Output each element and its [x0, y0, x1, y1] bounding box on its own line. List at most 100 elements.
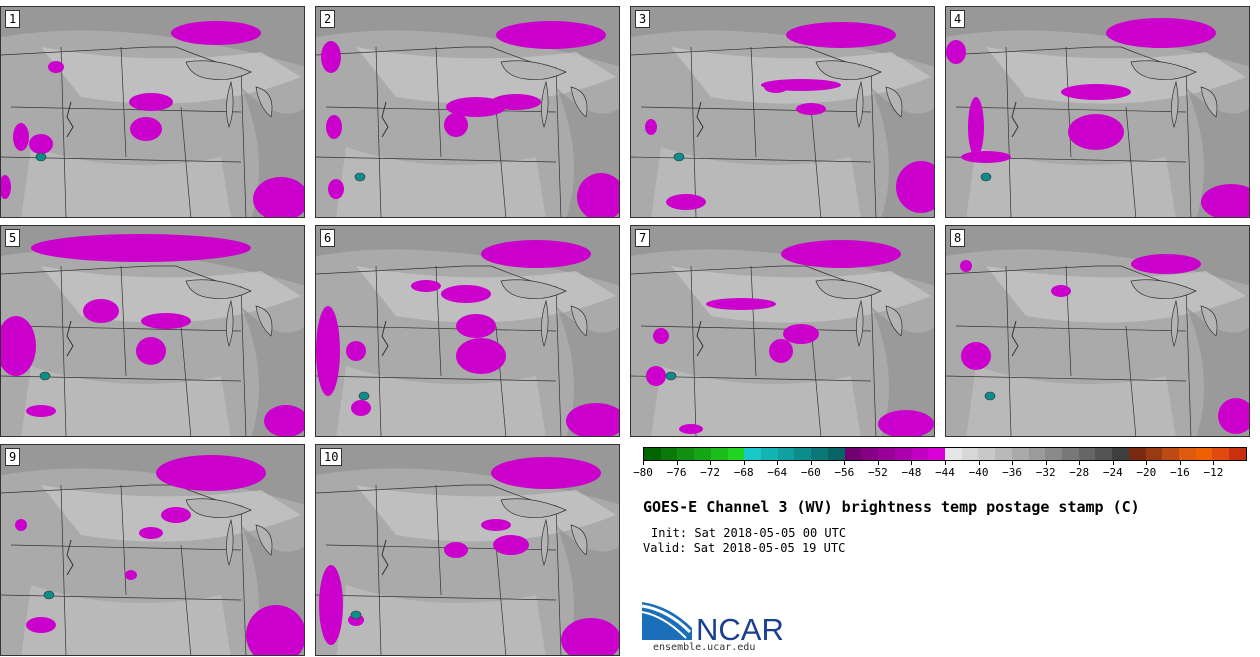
- moist-band: [966, 147, 1176, 217]
- state-border: [1, 265, 247, 436]
- colorbar-tick-label: −60: [800, 466, 821, 479]
- colorbar-segment: [878, 448, 895, 460]
- lake-superior: [185, 498, 252, 519]
- lake-huron: [255, 524, 273, 556]
- state-border: [631, 46, 877, 217]
- stamp-number-label: 3: [635, 10, 651, 28]
- colorbar-segment: [1145, 448, 1163, 460]
- postage-stamp-1[interactable]: 1: [0, 6, 305, 218]
- cold-cloud-top: [264, 405, 304, 436]
- colorbar-segment: [944, 448, 962, 460]
- postage-stamp-5[interactable]: 5: [0, 225, 305, 437]
- valid-time: Valid: Sat 2018-05-05 19 UTC: [643, 541, 846, 555]
- stamp-number-label: 1: [5, 10, 21, 28]
- postage-stamp-4[interactable]: 4: [945, 6, 1250, 218]
- colorbar-tick: [1213, 461, 1215, 465]
- cold-cloud-top: [83, 299, 119, 323]
- cold-cloud-top: [781, 240, 901, 268]
- moist-band: [21, 585, 231, 655]
- colorbar-tick-label: −48: [901, 466, 922, 479]
- lake-superior: [185, 60, 252, 81]
- cold-cloud-top: [253, 177, 304, 217]
- cold-cloud-top: [961, 342, 991, 370]
- colorbar-tick: [1179, 461, 1181, 465]
- colorbar-tick-label: −12: [1203, 466, 1224, 479]
- cold-cloud-top: [646, 366, 666, 386]
- postage-stamp-7[interactable]: 7: [630, 225, 935, 437]
- colorbar-segment: [1045, 448, 1062, 460]
- lake-michigan: [541, 299, 549, 348]
- lake-superior: [1130, 279, 1197, 300]
- colorbar-segment: [660, 448, 678, 460]
- convective-core: [984, 391, 996, 401]
- cold-cloud-top: [706, 298, 776, 310]
- logo-text: NCAR: [696, 612, 784, 644]
- state-border: [316, 484, 562, 655]
- cold-cloud-top: [491, 94, 541, 110]
- colorbar-tick: [1146, 461, 1148, 465]
- state-border: [1, 46, 247, 217]
- postage-stamp-3[interactable]: 3: [630, 6, 935, 218]
- lake-superior: [815, 279, 882, 300]
- colorbar-tick: [1079, 461, 1081, 465]
- river: [66, 320, 74, 357]
- postage-stamp-9[interactable]: 9: [0, 444, 305, 656]
- colorbar-segment: [1128, 448, 1146, 460]
- convective-core: [673, 152, 685, 162]
- colorbar-segment: [777, 448, 795, 460]
- cold-cloud-top: [796, 103, 826, 115]
- colorbar-segment: [694, 448, 711, 460]
- colorbar-segment: [811, 448, 828, 460]
- lake-huron: [570, 524, 588, 556]
- colorbar-tick: [978, 461, 980, 465]
- lake-michigan: [1171, 80, 1179, 129]
- cold-cloud-top: [139, 527, 163, 539]
- colorbar-segment: [710, 448, 728, 460]
- cold-cloud-top: [493, 535, 529, 555]
- colorbar-tick-label: −44: [935, 466, 955, 479]
- logo-swoosh-icon: [642, 602, 692, 640]
- state-border: [946, 265, 1192, 436]
- river: [696, 320, 704, 357]
- cold-cloud-top: [666, 194, 706, 210]
- postage-stamp-6[interactable]: 6: [315, 225, 620, 437]
- lake-michigan: [226, 299, 234, 348]
- dry-air-band: [556, 306, 619, 436]
- colorbar-tick-label: −52: [867, 466, 888, 479]
- lake-huron: [885, 305, 903, 337]
- colorbar-tick-label: −40: [968, 466, 989, 479]
- postage-stamp-8[interactable]: 8: [945, 225, 1250, 437]
- stamp-number-label: 10: [320, 448, 343, 466]
- map-image: [1, 445, 304, 655]
- colorbar-segment: [861, 448, 879, 460]
- figure-title: GOES-E Channel 3 (WV) brightness temp po…: [643, 498, 1140, 516]
- cold-cloud-top: [1, 316, 36, 376]
- colorbar-ticks: −80 −76 −72 −68 −64 −60 −56 −52 −48 −44 −40 −36 −32−…: [633, 461, 1247, 481]
- cold-cloud-top: [48, 61, 64, 73]
- cold-cloud-top: [968, 97, 984, 157]
- cold-cloud-top: [444, 542, 468, 558]
- cold-cloud-top: [351, 400, 371, 416]
- colorbar-tick-label: −64: [767, 466, 788, 479]
- cold-cloud-top: [156, 455, 266, 491]
- cold-cloud-top: [481, 240, 591, 268]
- colorbar-segment: [744, 448, 762, 460]
- cold-cloud-top: [1131, 254, 1201, 274]
- dry-air-band: [631, 7, 934, 67]
- colorbar-tick: [777, 461, 779, 465]
- cold-cloud-top: [26, 405, 56, 417]
- colorbar-tick-label: −20: [1136, 466, 1157, 479]
- dry-air-band: [241, 306, 304, 436]
- colorbar-segment: [1179, 448, 1196, 460]
- cold-cloud-top: [961, 151, 1011, 163]
- river: [66, 101, 74, 138]
- river: [1011, 101, 1019, 138]
- postage-stamp-2[interactable]: 2: [315, 6, 620, 218]
- map-image: [316, 226, 619, 436]
- colorbar-segment: [761, 448, 778, 460]
- lake-superior: [1130, 60, 1197, 81]
- cold-cloud-top: [130, 117, 162, 141]
- cold-cloud-top: [566, 403, 619, 436]
- postage-stamp-10[interactable]: 10: [315, 444, 620, 656]
- colorbar-tick-label: −36: [1002, 466, 1023, 479]
